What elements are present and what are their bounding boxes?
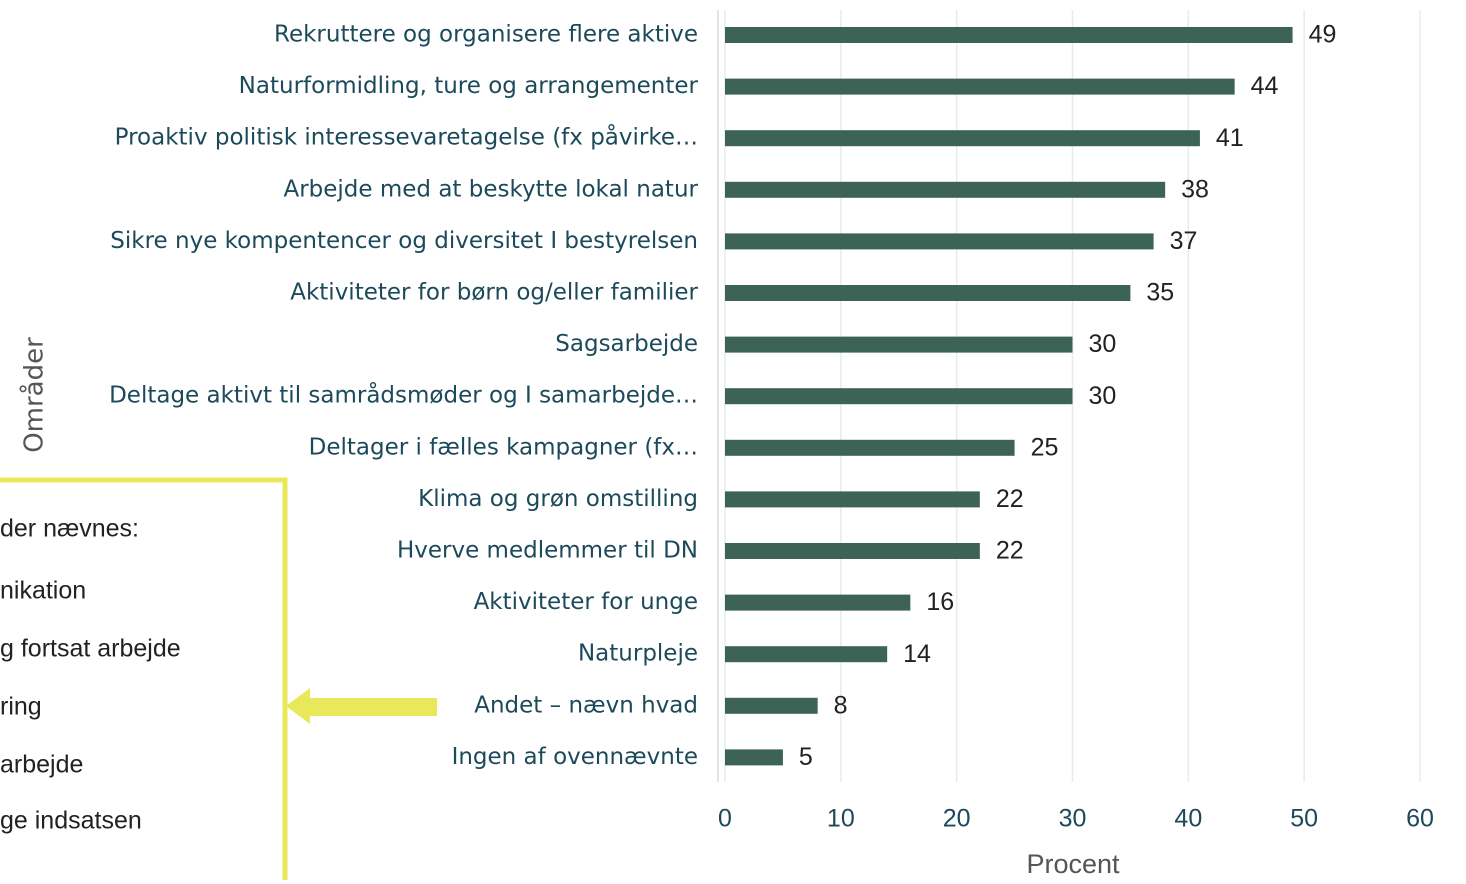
callout-line: ring [0, 693, 42, 721]
callout-line: ge indsatsen [0, 807, 142, 835]
data-label: 8 [834, 691, 848, 719]
y-tick-label: Naturformidling, ture og arrangementer [239, 73, 699, 99]
y-tick-label: Deltage aktivt til samrådsmøder og I sam… [109, 381, 698, 409]
y-tick-label: Sikre nye kompentencer og diversitet I b… [110, 228, 698, 254]
y-tick-label: Andet – nævn hvad [474, 692, 698, 718]
data-label: 5 [799, 743, 813, 771]
data-label: 22 [996, 537, 1024, 565]
callout-line: g fortsat arbejde [0, 635, 181, 663]
bar [725, 749, 783, 766]
y-tick-label: Rekruttere og organisere flere aktive [274, 22, 698, 48]
bar [725, 439, 1015, 456]
x-axis-title: Procent [1026, 849, 1120, 879]
y-tick-label: Aktiviteter for unge [474, 589, 698, 615]
data-label: 25 [1031, 433, 1059, 461]
data-label: 30 [1089, 330, 1117, 358]
callout-line: nikation [0, 577, 86, 605]
bar [725, 233, 1154, 250]
y-tick-label: Deltager i fælles kampagner (fx… [309, 434, 698, 460]
bar [725, 646, 888, 663]
arrow [286, 688, 437, 724]
bar [725, 130, 1200, 147]
bar [725, 285, 1131, 301]
y-tick-label: Naturpleje [578, 641, 698, 667]
bar [725, 697, 818, 714]
callout-line: arbejde [0, 751, 83, 779]
x-tick-label: 30 [1059, 805, 1087, 833]
bar [725, 27, 1293, 43]
y-tick-label: Arbejde med at beskytte lokal natur [283, 176, 698, 202]
data-label: 35 [1146, 279, 1174, 307]
data-label: 16 [926, 588, 954, 616]
y-tick-label: Ingen af ovennævnte [452, 744, 698, 770]
callout-box [0, 477, 288, 884]
data-label: 44 [1251, 72, 1279, 100]
y-tick-label: Sagsarbejde [555, 331, 698, 357]
bar [725, 491, 980, 508]
y-tick-label: Aktiviteter for børn og/eller familier [290, 280, 698, 306]
x-tick-label: 50 [1290, 805, 1318, 833]
data-label: 49 [1309, 21, 1337, 49]
x-tick-label: 60 [1406, 805, 1434, 833]
bar [725, 78, 1235, 95]
y-tick-label: Hverve medlemmer til DN [397, 538, 698, 564]
y-tick-label: Proaktiv politisk interessevaretagelse (… [115, 123, 698, 151]
x-tick-label: 10 [827, 805, 855, 833]
data-label: 14 [903, 640, 931, 668]
x-tick-label: 40 [1174, 805, 1202, 833]
y-axis-title: Områder [19, 337, 50, 453]
x-tick-label: 0 [718, 805, 732, 833]
y-tick-label: Klima og grøn omstilling [418, 486, 698, 512]
data-label: 22 [996, 485, 1024, 513]
bar [725, 181, 1166, 198]
bar [725, 543, 980, 559]
callout-line: der nævnes: [0, 515, 139, 543]
data-label: 41 [1216, 124, 1244, 152]
data-label: 38 [1181, 175, 1209, 203]
bar [725, 388, 1073, 405]
data-label: 37 [1170, 227, 1198, 255]
bar [725, 594, 911, 611]
data-label: 30 [1089, 382, 1117, 410]
bar [725, 336, 1073, 353]
x-tick-label: 20 [943, 805, 971, 833]
